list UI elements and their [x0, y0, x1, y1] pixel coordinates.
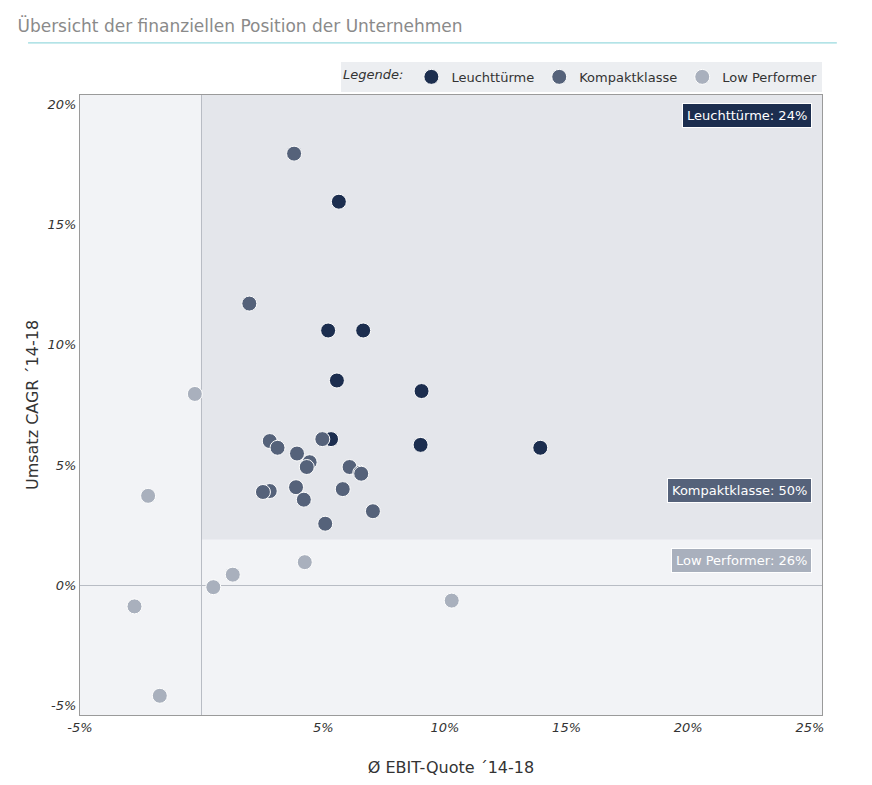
- svg-text:Ø EBIT-Quote ´14-18: Ø EBIT-Quote ´14-18: [368, 758, 534, 777]
- svg-text:Leuchttürme: Leuchttürme: [451, 70, 534, 85]
- svg-text:Low Performer: Low Performer: [722, 70, 817, 85]
- svg-text:0%: 0%: [56, 578, 77, 593]
- svg-text:Low Performer: 26%: Low Performer: 26%: [676, 553, 807, 568]
- svg-text:10%: 10%: [430, 720, 459, 735]
- svg-text:5%: 5%: [56, 458, 77, 473]
- svg-text:10%: 10%: [47, 337, 76, 352]
- svg-text:Kompaktklasse: 50%: Kompaktklasse: 50%: [672, 483, 807, 498]
- svg-text:25%: 25%: [795, 720, 824, 735]
- svg-text:Übersicht der finanziellen Pos: Übersicht der finanziellen Position der …: [17, 15, 462, 36]
- svg-text:-5%: -5%: [67, 720, 92, 735]
- svg-text:15%: 15%: [47, 217, 76, 232]
- svg-text:Umsatz CAGR ´14-18: Umsatz CAGR ´14-18: [23, 320, 42, 490]
- svg-text:-5%: -5%: [51, 698, 76, 713]
- svg-text:15%: 15%: [552, 720, 581, 735]
- svg-text:5%: 5%: [313, 720, 334, 735]
- svg-text:Leuchttürme: 24%: Leuchttürme: 24%: [687, 108, 807, 123]
- svg-text:Kompaktklasse: Kompaktklasse: [579, 70, 677, 85]
- svg-text:20%: 20%: [674, 720, 703, 735]
- svg-text:Legende:: Legende:: [343, 67, 403, 82]
- svg-text:20%: 20%: [47, 97, 76, 112]
